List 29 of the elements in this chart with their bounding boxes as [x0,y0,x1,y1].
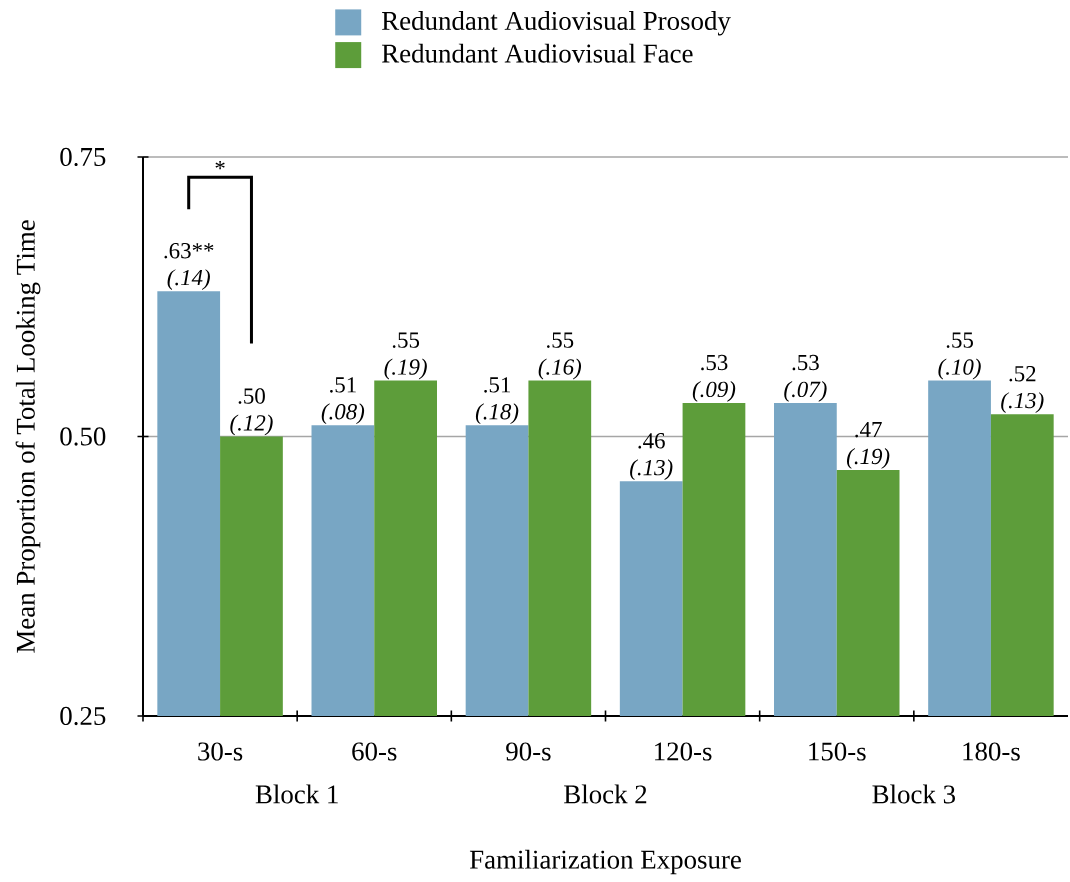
data-label: .46 (.13) [630,433,673,481]
y-tick-label: 0.25 [60,706,106,726]
x-tick-label: 120-s [655,742,712,761]
x-tick-label: 180-s [963,742,1020,761]
y-tick-label: 0.75 [60,147,106,167]
data-label: .63** (.14) [164,243,214,290]
data-label: .51 (.18) [475,377,519,425]
data-label: .53 (.07) [784,354,827,402]
annotation: * [215,160,225,170]
legend-label: Redundant Audiovisual Face [382,43,693,63]
x-tick-label: 60-s [352,742,397,761]
data-label: .47 (.19) [846,421,890,469]
data-label: .53 (.09) [692,354,736,402]
data-label: .50 (.12) [230,388,273,436]
data-label: .55 (.19) [384,332,427,380]
legend-label: Redundant Audiovisual Prosody [382,11,731,36]
y-tick-label: 0.50 [60,427,106,446]
x-tick-label: 30-s [198,742,243,761]
data-label: .55 (.10) [938,332,981,380]
text: Block 2 [564,784,647,804]
data-label: .51 (.08) [321,377,365,425]
data-label: .55 (.16) [538,332,582,380]
text: Block 3 [872,784,955,804]
data-label: .52 (.13) [1001,365,1044,413]
y-axis-title: Mean Proportion of Total Looking Time [15,220,41,653]
x-tick-label: 90-s [506,742,551,761]
x-axis-title: Familiarization Exposure [469,849,741,875]
x-tick-label: 150-s [809,742,866,761]
text: Block 1 [255,784,338,804]
